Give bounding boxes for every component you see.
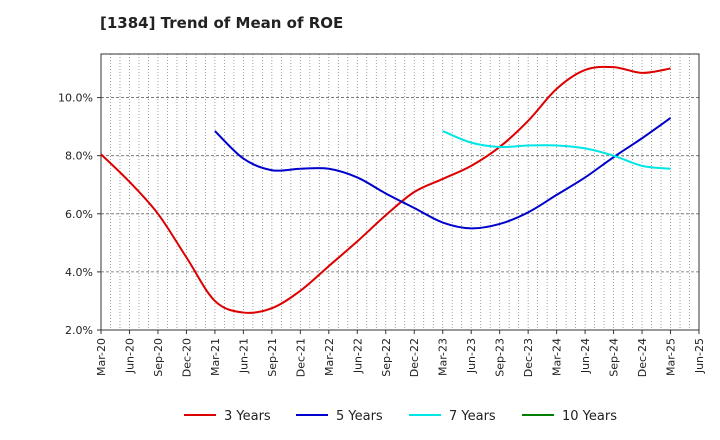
x-tick-label: Sep-21 [266, 338, 279, 377]
x-tick-label: Mar-20 [95, 338, 108, 376]
y-tick-label: 8.0% [65, 150, 93, 163]
x-tick-label: Mar-24 [551, 338, 564, 376]
y-tick-label: 10.0% [58, 92, 93, 105]
y-tick-label: 6.0% [65, 208, 93, 221]
x-tick-label: Sep-22 [380, 338, 393, 377]
legend-label: 10 Years [562, 409, 617, 424]
x-tick-label: Jun-22 [351, 338, 364, 374]
x-tick-label: Jun-21 [237, 338, 250, 374]
legend-label: 3 Years [224, 409, 271, 424]
x-tick-label: Dec-22 [408, 338, 421, 377]
x-tick-label: Sep-20 [152, 338, 165, 377]
x-tick-label: Mar-21 [209, 338, 222, 376]
series-line-5-years [214, 117, 672, 230]
x-tick-label: Jun-23 [465, 338, 478, 374]
x-tick-label: Mar-23 [437, 338, 450, 376]
x-tick-label: Mar-22 [323, 338, 336, 376]
legend-label: 5 Years [336, 409, 383, 424]
x-tick-label: Jun-25 [693, 338, 706, 374]
chart-title: [1384] Trend of Mean of ROE [100, 14, 344, 32]
x-tick-label: Jun-24 [579, 338, 592, 374]
x-tick-label: Dec-23 [522, 338, 535, 377]
plot-area-border [100, 53, 700, 331]
series-line-7-years [442, 130, 671, 170]
legend-label: 7 Years [449, 409, 496, 424]
y-tick-label: 4.0% [65, 266, 93, 279]
y-tick-label: 2.0% [65, 324, 93, 337]
x-tick-label: Sep-24 [608, 338, 621, 377]
x-tick-label: Sep-23 [494, 338, 507, 377]
x-tick-label: Dec-21 [294, 338, 307, 377]
x-tick-label: Dec-20 [180, 338, 193, 377]
x-tick-label: Dec-24 [636, 338, 649, 377]
x-tick-label: Jun-20 [123, 338, 136, 374]
x-tick-label: Mar-25 [665, 338, 678, 376]
series-line-3-years [100, 65, 671, 314]
